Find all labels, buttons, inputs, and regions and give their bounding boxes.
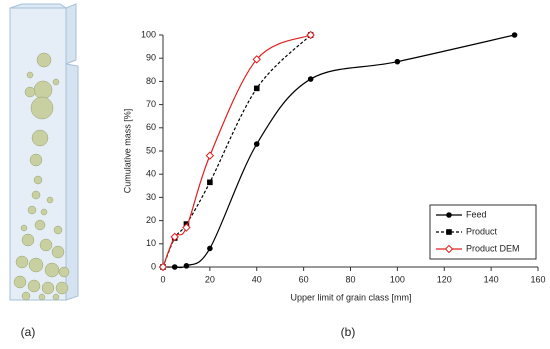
- legend-marker: [446, 229, 452, 235]
- y-tick-label: 90: [146, 53, 156, 63]
- y-tick-label: 10: [146, 238, 156, 248]
- y-tick-label: 80: [146, 76, 156, 86]
- x-tick-label: 120: [437, 274, 452, 284]
- y-tick-label: 60: [146, 122, 156, 132]
- x-tick-label: 160: [530, 274, 545, 284]
- y-axis-label: Cumulative mass [%]: [122, 109, 132, 194]
- x-tick-label: 80: [345, 274, 355, 284]
- marker: [306, 30, 315, 40]
- marker: [207, 245, 213, 252]
- render: [9, 3, 79, 301]
- marker: [511, 32, 518, 38]
- container-top: [9, 3, 68, 9]
- x-tick-label: 40: [252, 274, 262, 284]
- y-tick-label: 50: [146, 145, 156, 155]
- x-tick-label: 100: [390, 274, 405, 284]
- y-tick-label: 0: [151, 261, 156, 271]
- marker: [170, 232, 179, 242]
- marker: [307, 76, 314, 82]
- x-tick-label: 20: [205, 274, 215, 284]
- x-axis-label: Upper limit of grain class [mm]: [290, 292, 411, 302]
- legend-label: Product DEM: [466, 243, 520, 253]
- container-side: [65, 63, 79, 301]
- y-tick-label: 40: [146, 169, 156, 179]
- y-tick-label: 20: [146, 215, 156, 225]
- x-tick-label: 0: [160, 274, 165, 284]
- marker: [205, 151, 215, 160]
- x-tick-label: 60: [299, 274, 309, 284]
- series-line: [162, 34, 312, 268]
- legend-label: Product: [466, 226, 498, 236]
- marker: [253, 141, 260, 147]
- series-line: [162, 34, 311, 268]
- legend-marker: [444, 244, 454, 254]
- marker: [253, 85, 260, 92]
- marker: [183, 263, 190, 269]
- marker: [252, 55, 261, 64]
- y-tick-label: 100: [141, 29, 156, 39]
- marker: [207, 179, 213, 186]
- marker: [182, 223, 191, 232]
- y-tick-label: 30: [146, 192, 156, 202]
- particles: [13, 52, 70, 301]
- marker: [171, 264, 178, 270]
- marker: [158, 262, 168, 272]
- marker: [394, 58, 401, 65]
- legend-marker: [446, 212, 452, 218]
- y-tick-label: 70: [146, 99, 156, 109]
- legend-label: Feed: [466, 209, 487, 219]
- panel-label: (b): [341, 325, 356, 339]
- panel-label: (a): [21, 325, 36, 339]
- container-side: [65, 3, 77, 65]
- x-tick-label: 140: [484, 274, 499, 284]
